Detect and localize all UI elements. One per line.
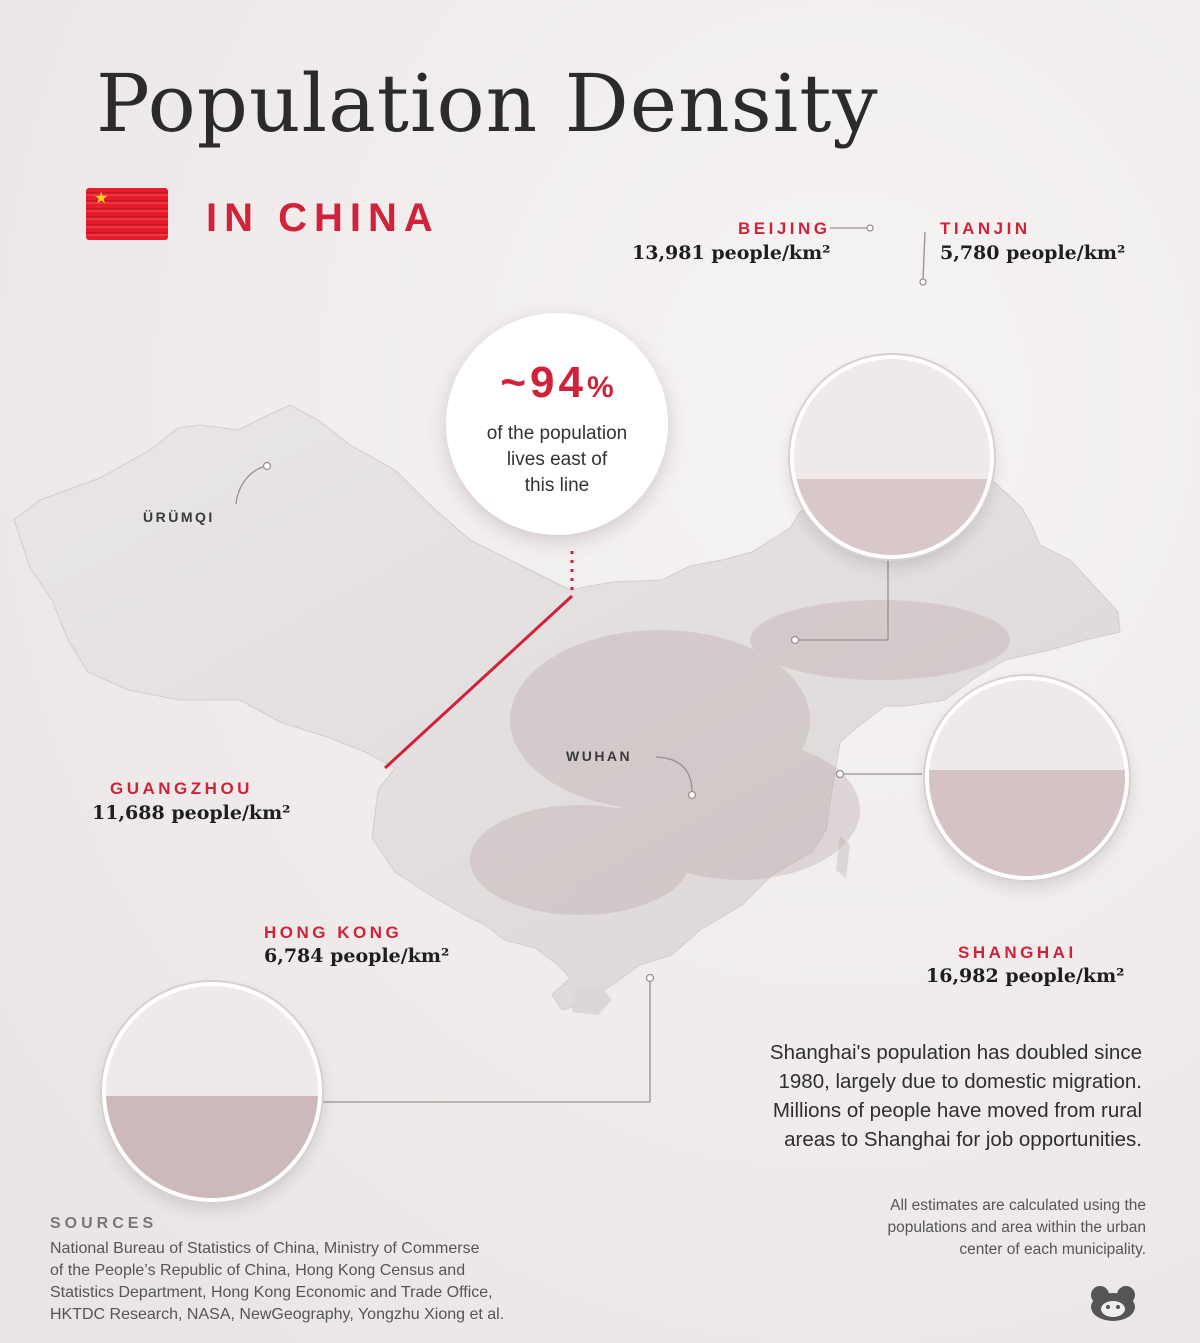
page-subtitle: IN CHINA (206, 196, 440, 240)
beijing-density: 13,981 people/km² (632, 242, 831, 264)
sources-text: National Bureau of Statistics of China, … (50, 1240, 505, 1323)
hongkong-label: HONG KONG (264, 923, 403, 942)
shanghai-note: Shanghai's population has doubled since … (769, 1041, 1142, 1151)
hongkong-density: 6,784 people/km² (264, 945, 450, 967)
urumqi-connector (235, 465, 267, 505)
hongkong-zoom-connector (318, 980, 651, 1103)
urumqi-label: ÜRÜMQI (143, 509, 215, 525)
tianjin-label: TIANJIN (940, 219, 1031, 238)
tianjin-density: 5,780 people/km² (940, 242, 1126, 264)
guangzhou-spike-overflow (178, 854, 244, 992)
connectors (235, 224, 927, 1103)
taiwan-island (836, 836, 850, 878)
callout-text: of the population lives east of this lin… (486, 423, 628, 496)
beijing-spike-overflow (872, 229, 924, 365)
beijing-zoom-connector (797, 548, 889, 641)
estimates-note: All estimates are calculated using the p… (887, 1197, 1146, 1258)
tianjin-connector (922, 231, 926, 281)
hu-line (383, 594, 574, 770)
shanghai-spike-overflow (1033, 579, 1043, 685)
shanghai-density: 16,982 people/km² (926, 965, 1125, 987)
sources-title: SOURCES (50, 1215, 158, 1232)
shanghai-label: SHANGHAI (958, 943, 1077, 962)
beijing-tianjin-zoom (790, 355, 994, 559)
guangzhou-density: 11,688 people/km² (92, 802, 291, 824)
visual-capitalist-logo-icon (1091, 1286, 1135, 1321)
page-title: Population Density (96, 57, 879, 150)
guangzhou-hongkong-zoom (102, 982, 322, 1202)
guangzhou-label: GUANGZHOU (110, 779, 253, 798)
wuhan-connector (655, 756, 693, 793)
shanghai-zoom (925, 676, 1129, 880)
wuhan-label: WUHAN (566, 748, 633, 764)
callout-value: ~94% (500, 358, 614, 407)
population-callout: ~94% of the population lives east of thi… (446, 313, 668, 535)
beijing-label: BEIJING (738, 219, 831, 238)
hainan-island (572, 985, 612, 1015)
map-spikes (277, 455, 1051, 950)
china-flag-icon: ★ (86, 188, 168, 240)
china-outline (13, 404, 1121, 1011)
